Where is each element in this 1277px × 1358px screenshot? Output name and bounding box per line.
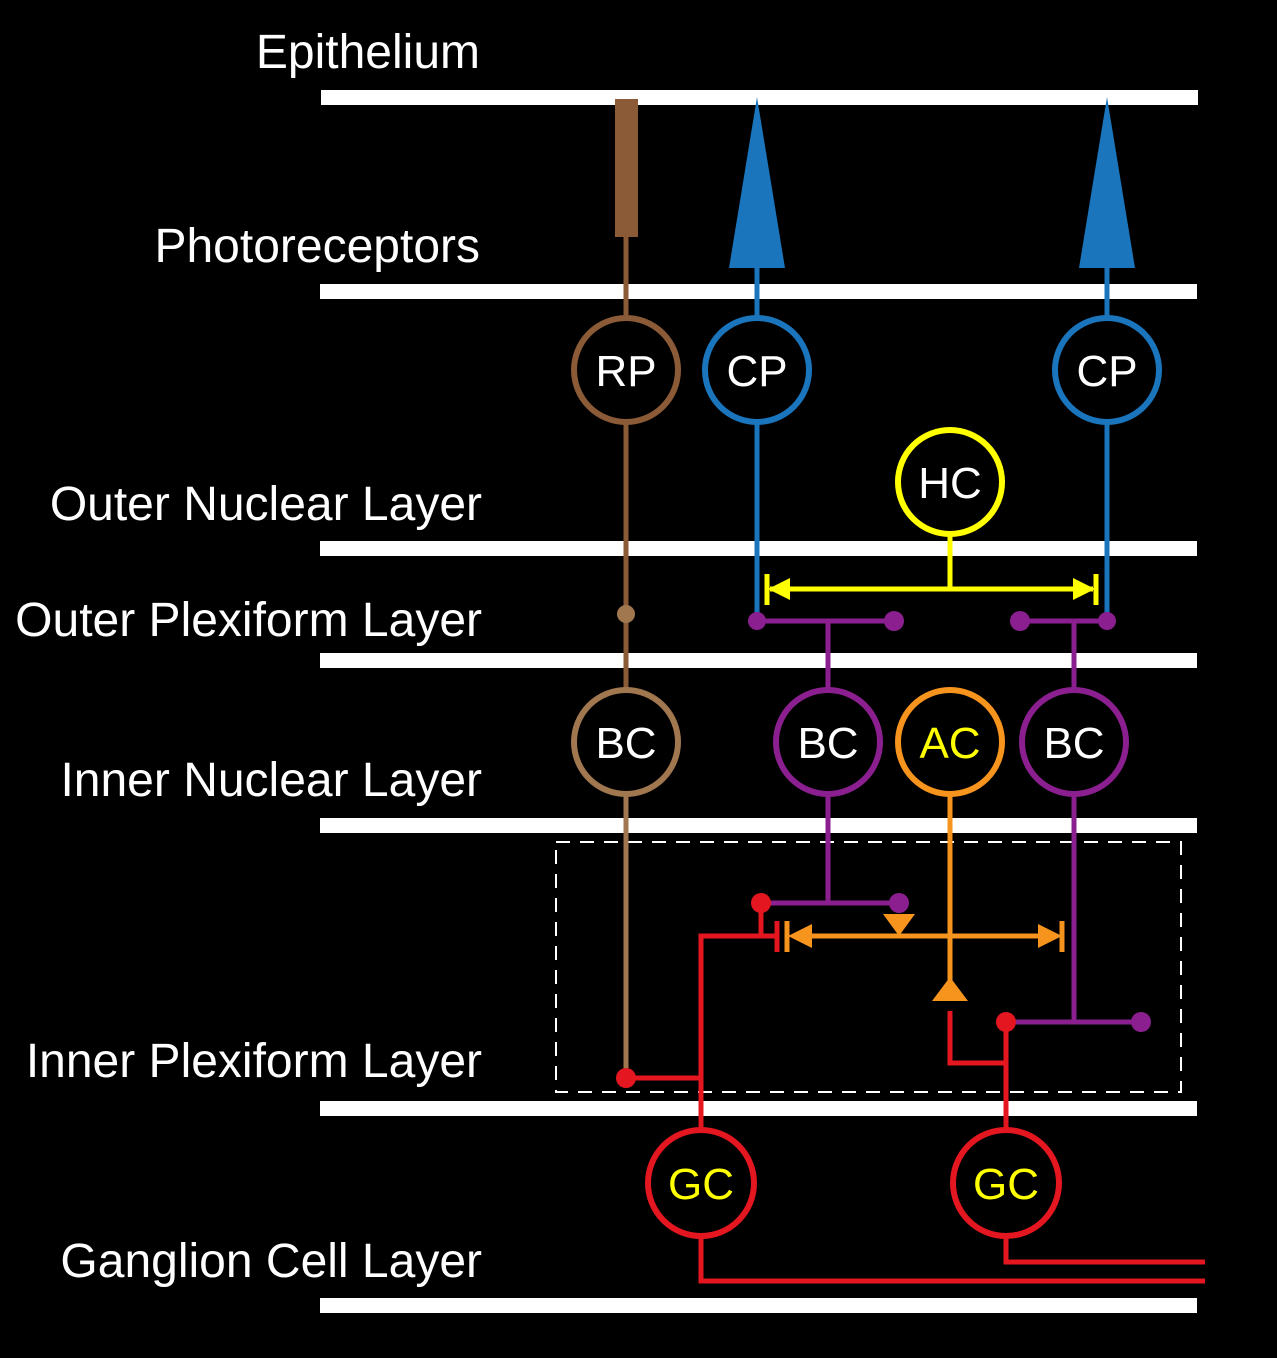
cell-body-circle [895,687,1005,797]
synapse-dot-icon [1010,611,1030,631]
label-outer-plexiform-layer: Outer Plexiform Layer [15,594,482,647]
label-epithelium: Epithelium [256,26,480,79]
cell-label-gc: GC [668,1160,734,1209]
boundary-line [320,653,1197,668]
ipl-region-box [555,841,1182,1093]
cell-label-gc: GC [973,1160,1039,1209]
boundary-line [321,90,1198,105]
cell-body-circle [571,687,681,797]
cell-body-circle [1019,687,1129,797]
boundary-line [320,1101,1197,1116]
synapse-dot-icon [884,611,904,631]
synapse-dot-icon [1131,1012,1151,1032]
ganglion-connections [626,903,1205,1284]
triangle-synapse-icon [788,924,812,948]
cell-body-circle [1052,315,1162,425]
gc-axon [698,1238,1205,1284]
cell-cp-left: CP [702,315,812,425]
cone-pathways [729,97,1135,621]
triangle-synapse-icon [1038,924,1062,948]
cell-label-ac: AC [919,719,980,768]
label-inner-plexiform-layer: Inner Plexiform Layer [26,1035,482,1088]
cell-label-hc: HC [918,459,982,508]
boundary-line [320,818,1197,833]
cell-body-circle [895,427,1005,537]
cell-body-circle [645,1127,757,1239]
rod-pathway [615,99,638,1078]
cell-bc-left: BC [773,687,883,797]
gc-dendrite [698,933,779,1128]
cell-label-bc: BC [797,719,858,768]
triangle-synapse-icon [932,977,968,1001]
amacrine-connections [784,796,1065,1001]
cell-bc-right: BC [1019,687,1129,797]
label-inner-nuclear-layer: Inner Nuclear Layer [60,754,482,807]
triangle-synapse-icon [768,578,790,600]
synapse-dot-icon [617,605,635,623]
triangle-synapse-icon [1073,578,1095,600]
cell-label-bc: BC [1043,719,1104,768]
ganglion-synapses [616,893,1016,1088]
synapse-dot-icon [1098,612,1116,630]
layer-boundaries [320,90,1198,1313]
synapse-dot-icon [996,1012,1016,1032]
cell-label-bc: BC [595,719,656,768]
layer-labels: Epithelium Photoreceptors Outer Nuclear … [15,26,482,1288]
gc-dendrite [947,1011,1006,1066]
label-ganglion-cell-layer: Ganglion Cell Layer [60,1235,482,1288]
horizontal-cell-connections [764,536,1099,605]
cell-cp-right: CP [1052,315,1162,425]
cell-ac: AC [895,687,1005,797]
cell-label-rp: RP [595,347,656,396]
label-outer-nuclear-layer: Outer Nuclear Layer [50,478,482,531]
label-photoreceptors: Photoreceptors [154,220,480,273]
cell-body-circle [571,315,681,425]
cell-gc-right: GC [950,1127,1062,1239]
cell-rp: RP [571,315,681,425]
rod-icon [615,99,638,237]
cell-label-cp: CP [1076,347,1137,396]
cone-icon [1079,97,1135,268]
cell-bodies: RP CP CP HC BC BC AC BC [571,315,1162,1239]
cell-body-circle [702,315,812,425]
bipolar-connections [748,611,1151,1032]
cell-gc-left: GC [645,1127,757,1239]
synapse-dot-icon [751,893,771,913]
triangle-synapse-icon [883,914,915,936]
cell-body-circle [950,1127,1062,1239]
synapse-dot-icon [616,1068,636,1088]
cell-bc-rod: BC [571,687,681,797]
boundary-line [320,1298,1197,1313]
cell-hc: HC [895,427,1005,537]
cone-icon [729,97,785,268]
synapse-dot-icon [889,893,909,913]
gc-axon [1003,1238,1205,1265]
cell-body-circle [773,687,883,797]
synapse-dot-icon [748,612,766,630]
cell-label-cp: CP [726,347,787,396]
